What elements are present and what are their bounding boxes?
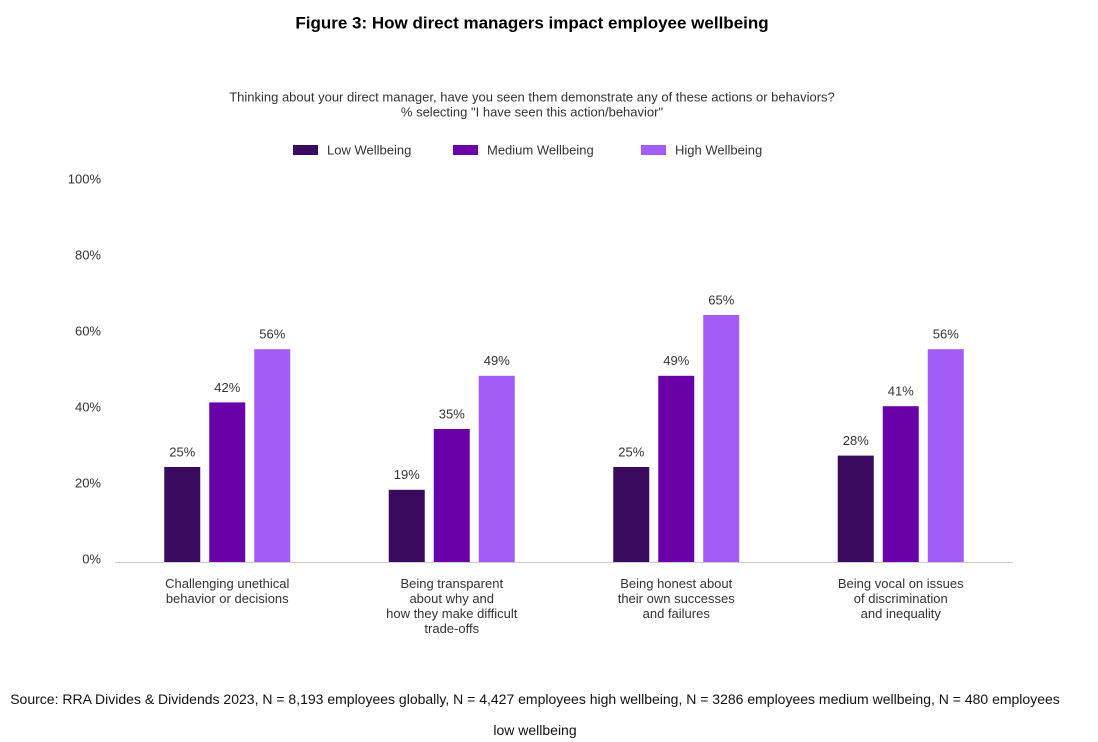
- x-tick-label: Being honest about their own successes a…: [617, 576, 735, 621]
- legend-label: Low Wellbeing: [327, 142, 411, 157]
- legend-swatch: [453, 145, 478, 155]
- y-tick-label: 0%: [82, 551, 101, 566]
- subtitle: % selecting "I have seen this action/beh…: [401, 104, 664, 119]
- bar: [882, 406, 919, 562]
- bar: [433, 429, 470, 562]
- data-label: 19%: [394, 467, 420, 482]
- data-label: 65%: [708, 292, 734, 307]
- x-tick-label: Challenging unethical behavior or decisi…: [165, 576, 290, 606]
- legend-label: Medium Wellbeing: [487, 142, 594, 157]
- bar: [658, 375, 695, 562]
- data-label: 49%: [663, 353, 689, 368]
- x-tick-label: Being transparent about why and how they…: [386, 576, 518, 636]
- subtitle: Thinking about your direct manager, have…: [229, 89, 835, 104]
- bar: [164, 467, 201, 562]
- data-label: 25%: [618, 444, 644, 459]
- legend-swatch: [293, 145, 318, 155]
- y-tick-label: 40%: [75, 399, 101, 414]
- x-tick-label: Being vocal on issues of discrimination …: [837, 576, 964, 621]
- bar: [927, 349, 964, 562]
- legend-swatch: [641, 145, 666, 155]
- y-tick-label: 20%: [75, 475, 101, 490]
- data-label: 28%: [843, 433, 869, 448]
- bar: [388, 489, 425, 562]
- bar: [837, 455, 874, 562]
- bar: [209, 402, 246, 562]
- data-label: 56%: [933, 327, 959, 342]
- source-note: Source: RRA Divides & Dividends 2023, N …: [10, 691, 1060, 738]
- bar: [613, 467, 650, 562]
- y-tick-label: 80%: [75, 247, 101, 262]
- legend-label: High Wellbeing: [675, 142, 762, 157]
- data-label: 25%: [169, 444, 195, 459]
- bar: [254, 349, 291, 562]
- bar: [703, 315, 740, 562]
- y-tick-label: 60%: [75, 323, 101, 338]
- chart-title: Figure 3: How direct managers impact emp…: [295, 13, 768, 32]
- data-label: 41%: [888, 384, 914, 399]
- bar: [478, 375, 515, 562]
- y-tick-label: 100%: [68, 171, 102, 186]
- data-label: 49%: [484, 353, 510, 368]
- data-label: 35%: [439, 406, 465, 421]
- data-label: 42%: [214, 380, 240, 395]
- data-label: 56%: [259, 327, 285, 342]
